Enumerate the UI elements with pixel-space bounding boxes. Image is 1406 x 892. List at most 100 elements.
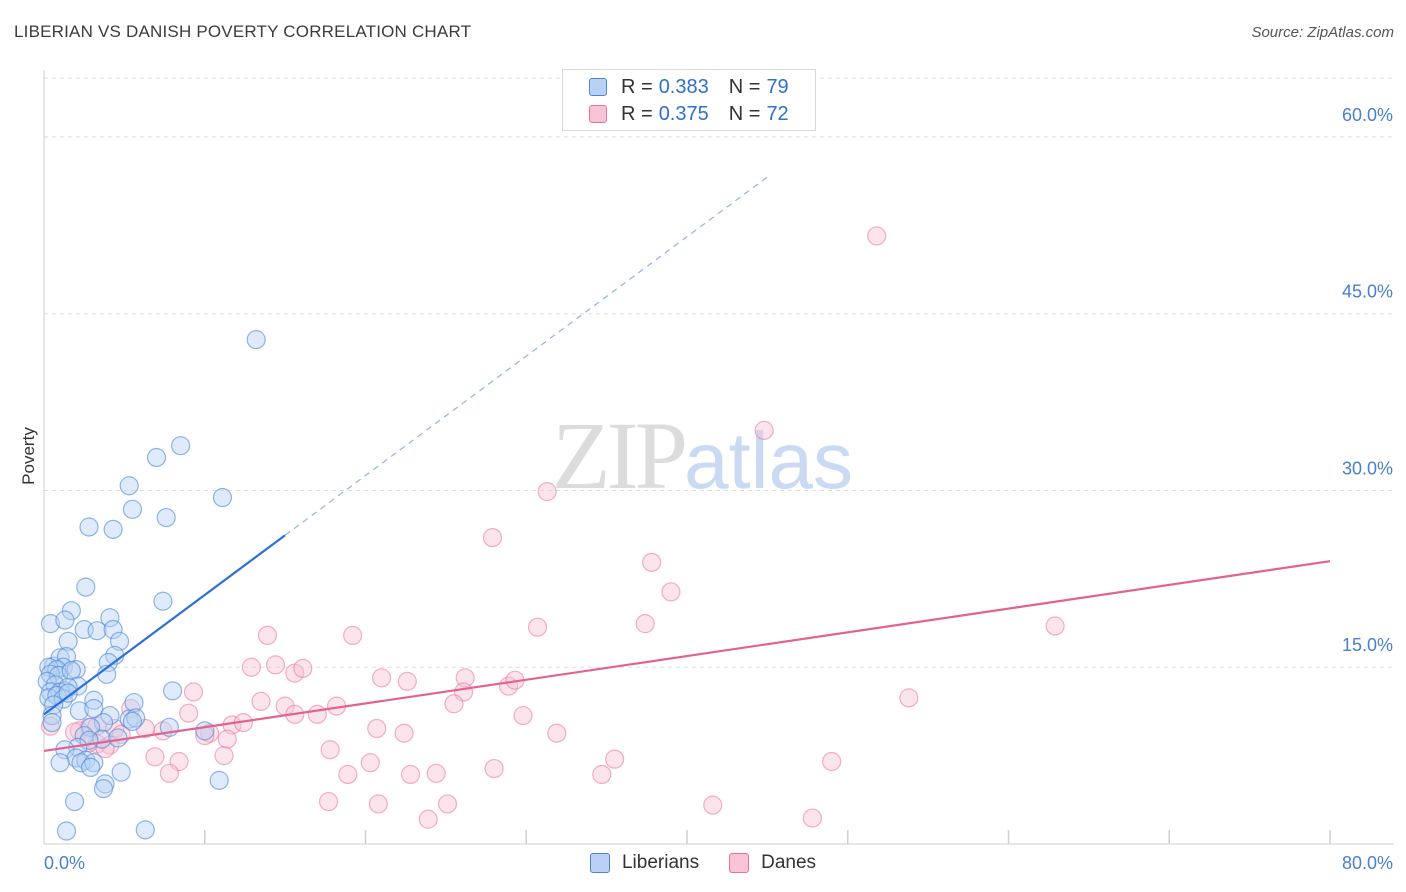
liberians-point [103,619,123,640]
liberians-point [68,676,88,696]
legend-label-danes: Danes [761,852,817,873]
axis-layer [43,70,1394,845]
series-legend: Liberians Danes [0,852,1406,874]
x-tick-label: 0.0% [44,853,85,873]
liberians-point [61,601,81,621]
danes-point [1045,616,1065,636]
watermark-zip: ZIP [552,402,688,509]
liberians-point [156,507,176,528]
liberians-point [122,711,143,732]
liberians-point [55,610,75,630]
danes-point [367,718,387,739]
liberians-point [163,681,183,701]
danes-point [482,527,503,548]
liberians-legend-swatch [589,853,610,873]
liberians-point [119,709,139,729]
n-label: N = [728,102,761,125]
danes-point [592,764,612,785]
liberians-point [146,447,167,468]
liberians-point [93,779,114,799]
danes-point [179,703,199,723]
danes-point [455,668,475,688]
y-tick-label: 15.0% [1342,635,1393,655]
r-value: 0.383 [658,75,709,98]
danes-point [241,657,261,677]
r-label: R = [621,75,653,98]
legend-label-liberians: Liberians [621,852,700,873]
legend-row-danes: R = 0.375 N = 72 [589,102,789,126]
danes-point [159,763,179,783]
y-tick-label: 60.0% [1342,105,1393,125]
liberians-point [119,476,139,496]
chart-title: LIBERIAN VS DANISH POVERTY CORRELATION C… [14,22,472,41]
liberians-point [111,762,131,782]
danes-point [418,809,438,829]
y-tick-label: 45.0% [1342,282,1393,302]
danes-point [265,655,286,675]
liberians-point [58,631,78,651]
x-tick-label: 80.0% [1342,853,1393,873]
danes-trend-line [43,560,1331,752]
danes-point [527,617,548,637]
legend-item-danes[interactable]: Danes [729,852,816,874]
danes-point [397,671,417,691]
liberians-point [84,698,104,719]
liberians-point [76,577,96,597]
liberians-point [64,791,85,812]
danes-point [437,794,458,814]
danes-point [338,764,358,785]
danes-point [605,749,625,769]
n-label: N = [728,75,761,98]
danes-point [320,740,340,760]
y-axis-label: Poverty [19,427,38,485]
danes-point [661,582,681,602]
danes-point [802,808,822,828]
danes-point [251,691,271,712]
danes-point [537,482,557,502]
liberians-point [122,499,143,519]
danes-point [360,753,380,773]
chart-source: Source: ZipAtlas.com [1251,24,1394,41]
liberians-point [69,701,89,721]
liberians-point [79,517,99,537]
liberians-point [39,657,59,677]
liberians-swatch [589,78,607,96]
liberians-point [56,647,77,667]
danes-point [214,746,234,766]
danes-point [867,226,887,246]
liberians-point [195,721,215,741]
liberians-point [126,708,146,728]
r-label: R = [621,102,653,125]
danes-point [635,614,655,634]
n-value: 72 [766,102,789,125]
liberians-point [103,519,123,539]
liberians-point [50,753,70,773]
liberians-trend-line [43,534,286,716]
correlation-legend: R = 0.383 N = 79 R = 0.375 N = 72 [562,69,816,131]
liberians-point [84,690,104,710]
liberians-point [209,770,229,790]
legend-row-liberians: R = 0.383 N = 79 [589,75,789,99]
watermark: ZIPatlas [552,400,853,511]
liberians-point [212,487,233,508]
danes-point [394,723,414,743]
danes-point [257,625,278,646]
danes-point [754,420,774,440]
liberians-point [171,436,191,456]
danes-point [426,763,446,783]
legend-item-liberians[interactable]: Liberians [589,852,700,874]
n-value: 79 [766,75,789,98]
danes-point [217,729,237,749]
danes-point [343,625,363,646]
liberians-point [135,820,155,840]
danes-swatch [589,105,607,123]
danes-point [318,791,339,812]
r-value: 0.375 [658,102,709,125]
danes-point [484,758,504,779]
danes-point [703,795,723,815]
label-layer: Poverty 15.0% 30.0% 45.0% 60.0% 0.0% 80.0% [19,105,1393,873]
liberians-point [246,330,266,350]
liberians-point [58,683,78,703]
liberians-point [100,608,120,628]
